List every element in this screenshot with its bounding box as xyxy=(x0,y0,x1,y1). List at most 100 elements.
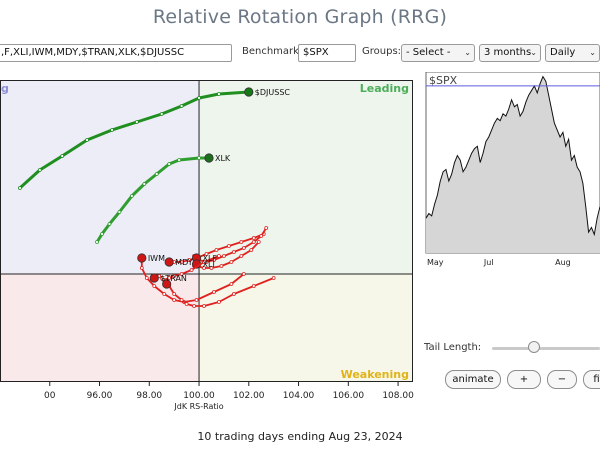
rrg-chart[interactable]: Leading Weakening g 00 96.00 98.00 100.00 102.0… xyxy=(0,76,415,416)
zoom-in-button[interactable]: + xyxy=(507,370,541,389)
fit-button[interactable]: fit xyxy=(583,370,600,389)
tail-point xyxy=(217,92,221,96)
tail-point xyxy=(259,234,264,238)
zoom-out-button[interactable]: − xyxy=(547,370,577,389)
benchmark-label: Benchmark: xyxy=(242,46,303,57)
tail-length-label: Tail Length: xyxy=(424,342,482,353)
tail-point xyxy=(217,300,221,304)
x-tick-label: 98.00 xyxy=(136,391,162,401)
quadrant-label-weakening: Weakening xyxy=(341,368,409,381)
quadrant-label-improving: g xyxy=(1,82,9,95)
tail-point xyxy=(167,276,172,280)
series-label: MDY xyxy=(175,258,193,267)
tail-point xyxy=(194,298,199,302)
tail-length-slider-handle[interactable] xyxy=(528,341,540,353)
tail-point xyxy=(241,272,246,276)
tail-point xyxy=(249,248,254,252)
rrg-tails xyxy=(18,87,276,308)
tail-point xyxy=(214,248,219,252)
series-head-iwm[interactable] xyxy=(137,253,147,263)
tail-point xyxy=(251,284,256,288)
x-tick-label: 106.00 xyxy=(333,391,365,401)
series-label: XLF xyxy=(203,254,218,263)
tail-point xyxy=(256,240,261,244)
series-label: IWM xyxy=(148,254,165,263)
series-head-unlabeled[interactable] xyxy=(162,279,172,289)
x-tick-label: 00 xyxy=(44,391,56,401)
tail-point xyxy=(226,244,231,248)
x-axis-label: JdK RS-Ratio xyxy=(173,402,223,411)
series-label: XLK xyxy=(215,154,231,163)
tail-point xyxy=(139,266,144,270)
rrg-plot[interactable]: Leading Weakening g 00 96.00 98.00 100.00 102.0… xyxy=(0,76,415,416)
tail-point xyxy=(192,304,196,308)
tail-point xyxy=(159,112,164,116)
mini-area-fill xyxy=(426,76,600,253)
tail-point xyxy=(167,162,172,166)
tail-point xyxy=(189,268,194,272)
mini-x-label: Jul xyxy=(483,258,494,267)
tail-point xyxy=(251,240,256,244)
tail-point xyxy=(239,254,244,258)
tail-point xyxy=(241,246,246,250)
animate-button[interactable]: animate xyxy=(445,370,501,389)
tail-point xyxy=(18,186,22,190)
quadrant-leading xyxy=(199,80,413,274)
chevron-down-icon: ⌄ xyxy=(589,48,596,57)
tail-point xyxy=(177,158,182,162)
tail-point xyxy=(219,264,224,268)
tail-point xyxy=(154,172,159,176)
chevron-down-icon: ⌄ xyxy=(464,48,471,57)
frequency-select[interactable]: Daily ⌄ xyxy=(545,44,600,62)
tail-point xyxy=(117,210,122,214)
x-tick-label: 100.00 xyxy=(183,391,215,401)
tail-point xyxy=(212,290,216,294)
period-select-value: 3 months xyxy=(484,47,532,58)
tail-point xyxy=(251,236,256,240)
tail-point xyxy=(184,302,189,306)
symbols-input[interactable]: ,F,XLI,IWM,MDY,$TRAN,XLK,$DJUSSC xyxy=(0,44,232,62)
tail-point xyxy=(204,252,209,256)
x-tick-label: 96.00 xyxy=(87,391,113,401)
tail-point xyxy=(37,168,42,172)
groups-select[interactable]: - Select - ⌄ xyxy=(401,44,475,62)
tail-point xyxy=(197,96,201,100)
tail-point xyxy=(229,260,234,264)
tail-point xyxy=(271,276,276,280)
groups-label: Groups: xyxy=(362,46,402,57)
tail-point xyxy=(107,222,112,226)
page-title: Relative Rotation Graph (RRG) xyxy=(152,6,448,28)
series-head-mdy[interactable] xyxy=(164,257,174,267)
mini-price-line xyxy=(425,75,600,237)
tail-point xyxy=(60,154,65,158)
benchmark-mini-chart: $SPX May Jul Aug xyxy=(424,71,600,272)
tail-point xyxy=(85,138,89,142)
series-head-djussc[interactable] xyxy=(244,87,254,97)
tail-point xyxy=(202,266,206,270)
tail-point xyxy=(110,128,114,132)
frequency-select-value: Daily xyxy=(550,47,576,58)
plot-border xyxy=(0,80,413,382)
tail-point xyxy=(129,194,134,198)
tail-point xyxy=(100,232,104,236)
date-range-caption: 10 trading days ending Aug 23, 2024 xyxy=(197,430,403,443)
tail-length-slider-track[interactable] xyxy=(492,347,600,350)
tail-point xyxy=(202,260,206,264)
period-select[interactable]: 3 months ⌄ xyxy=(479,44,541,62)
benchmark-input[interactable]: $SPX xyxy=(298,44,356,62)
tail-point xyxy=(197,156,201,160)
tail-point xyxy=(172,274,177,278)
series-head-tran[interactable] xyxy=(149,273,159,283)
tail-point xyxy=(179,260,184,264)
tail-point xyxy=(179,298,184,302)
tail-point xyxy=(264,226,269,230)
mini-x-label: Aug xyxy=(555,258,571,267)
tail-point xyxy=(95,240,99,244)
tail-point xyxy=(231,292,236,296)
x-tick-label: 108.00 xyxy=(382,391,414,401)
benchmark-mini-plot: $SPX May Jul Aug xyxy=(425,71,600,267)
tail-point xyxy=(217,254,221,258)
series-head-xlk[interactable] xyxy=(204,153,214,163)
tail-point xyxy=(134,120,139,124)
series-label: XLI xyxy=(203,260,215,269)
